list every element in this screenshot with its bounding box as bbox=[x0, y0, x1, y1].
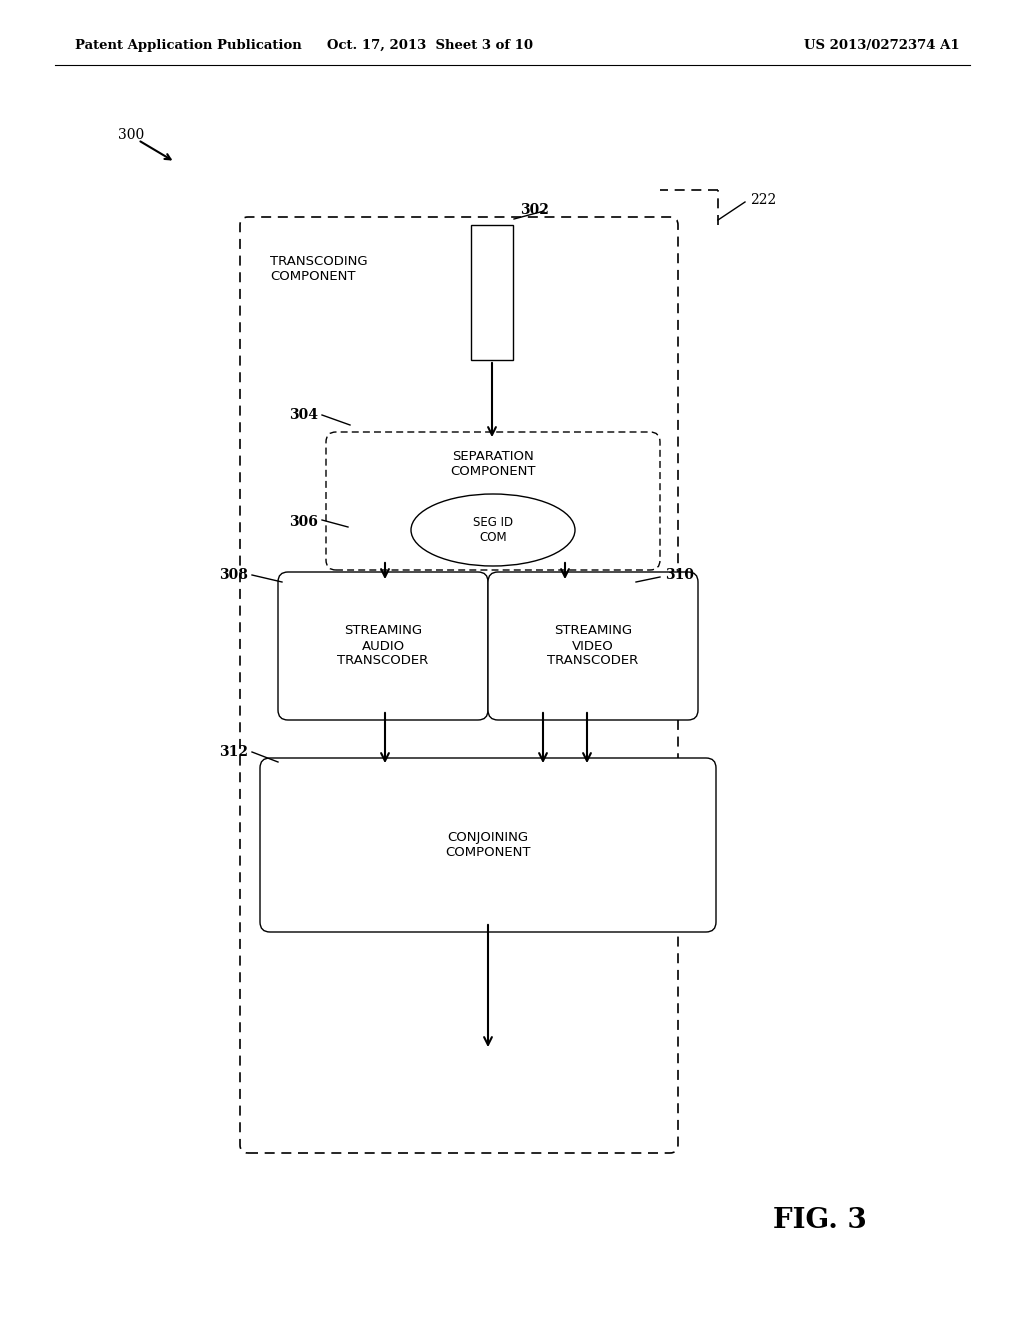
FancyBboxPatch shape bbox=[326, 432, 660, 570]
Text: US 2013/0272374 A1: US 2013/0272374 A1 bbox=[805, 38, 961, 51]
FancyBboxPatch shape bbox=[240, 216, 678, 1152]
Text: SEG ID
COM: SEG ID COM bbox=[473, 516, 513, 544]
Text: Oct. 17, 2013  Sheet 3 of 10: Oct. 17, 2013 Sheet 3 of 10 bbox=[327, 38, 534, 51]
Text: 306: 306 bbox=[289, 515, 318, 529]
FancyBboxPatch shape bbox=[278, 572, 488, 719]
Text: STREAMING
VIDEO
TRANSCODER: STREAMING VIDEO TRANSCODER bbox=[548, 624, 639, 668]
Text: 300: 300 bbox=[118, 128, 144, 143]
FancyBboxPatch shape bbox=[260, 758, 716, 932]
Text: CONJOINING
COMPONENT: CONJOINING COMPONENT bbox=[445, 832, 530, 859]
Text: STREAMING
AUDIO
TRANSCODER: STREAMING AUDIO TRANSCODER bbox=[337, 624, 429, 668]
FancyBboxPatch shape bbox=[471, 224, 513, 360]
Text: 308: 308 bbox=[219, 568, 248, 582]
Ellipse shape bbox=[411, 494, 575, 566]
Text: FIG. 3: FIG. 3 bbox=[773, 1206, 867, 1233]
Text: 302: 302 bbox=[520, 203, 549, 216]
Text: TRANSCODING
COMPONENT: TRANSCODING COMPONENT bbox=[270, 255, 368, 282]
FancyBboxPatch shape bbox=[488, 572, 698, 719]
Text: SEPARATION
COMPONENT: SEPARATION COMPONENT bbox=[451, 450, 536, 478]
Text: 310: 310 bbox=[665, 568, 694, 582]
Text: 312: 312 bbox=[219, 744, 248, 759]
Text: Patent Application Publication: Patent Application Publication bbox=[75, 38, 302, 51]
Text: 222: 222 bbox=[750, 193, 776, 207]
Text: 304: 304 bbox=[289, 408, 318, 422]
